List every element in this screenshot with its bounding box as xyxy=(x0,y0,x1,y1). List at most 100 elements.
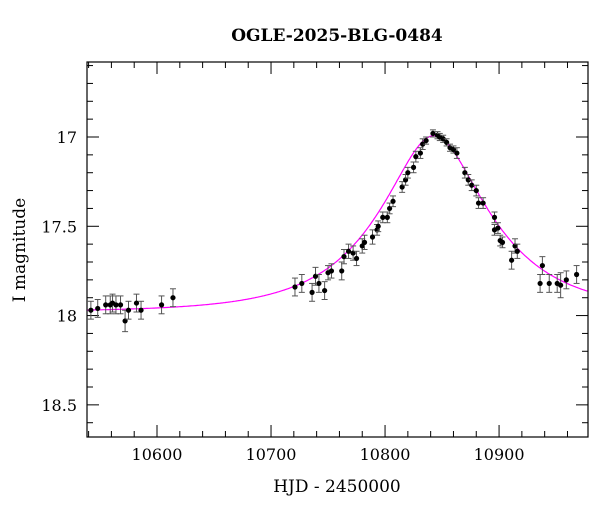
point-marker xyxy=(117,302,124,308)
point-marker xyxy=(375,223,381,229)
point-marker xyxy=(158,302,165,308)
point-marker xyxy=(361,239,368,245)
point-marker xyxy=(537,280,543,287)
y-tick-label: 18.5 xyxy=(41,396,77,415)
point-marker xyxy=(88,307,94,313)
point-marker xyxy=(573,271,580,278)
data-point xyxy=(499,236,506,249)
data-point xyxy=(369,229,376,245)
data-point xyxy=(508,250,515,270)
data-point xyxy=(158,295,165,315)
point-marker xyxy=(384,214,390,220)
point-marker xyxy=(465,177,471,183)
data-point xyxy=(133,293,140,313)
point-marker xyxy=(405,170,411,176)
data-point xyxy=(87,300,94,320)
data-point xyxy=(429,129,436,138)
data-point xyxy=(461,166,468,179)
x-tick-label: 10900 xyxy=(474,445,525,464)
point-marker xyxy=(380,214,386,220)
data-point xyxy=(361,234,368,250)
data-point xyxy=(494,222,501,234)
y-axis-label: I magnitude xyxy=(10,198,30,302)
point-marker xyxy=(138,307,144,313)
data-point xyxy=(573,265,580,284)
data-point xyxy=(440,134,447,143)
point-marker xyxy=(423,137,429,144)
point-marker xyxy=(95,305,101,312)
data-point xyxy=(353,250,360,267)
point-marker xyxy=(469,182,475,188)
data-point xyxy=(514,243,521,259)
point-marker xyxy=(292,284,298,290)
point-marker xyxy=(499,239,506,245)
data-point xyxy=(453,147,460,159)
point-marker xyxy=(473,187,479,194)
data-point xyxy=(412,150,419,163)
point-marker xyxy=(440,136,446,142)
point-marker xyxy=(563,277,569,283)
point-marker xyxy=(113,302,119,308)
point-marker xyxy=(339,268,345,274)
chart-title: OGLE-2025-BLG-0484 xyxy=(231,26,443,46)
point-marker xyxy=(430,130,436,137)
data-point xyxy=(328,263,335,279)
point-marker xyxy=(539,262,545,269)
point-marker xyxy=(417,150,423,156)
data-point xyxy=(315,274,322,293)
point-marker xyxy=(369,234,376,240)
data-point xyxy=(338,261,345,281)
data-point xyxy=(537,274,544,293)
plot-frame xyxy=(86,61,589,438)
y-tick-label: 17 xyxy=(57,128,77,147)
data-point xyxy=(94,299,101,318)
data-point xyxy=(321,281,328,300)
data-point xyxy=(473,184,480,197)
point-marker xyxy=(322,287,328,294)
point-marker xyxy=(353,255,360,262)
data-point xyxy=(450,145,457,154)
point-marker xyxy=(480,200,486,206)
point-marker xyxy=(546,280,552,287)
data-point xyxy=(291,277,298,297)
point-marker xyxy=(390,198,396,204)
data-point xyxy=(546,274,553,293)
data-point xyxy=(125,300,132,320)
point-marker xyxy=(495,225,501,231)
data-point xyxy=(410,161,417,174)
y-tick-label: 17.5 xyxy=(41,217,77,236)
data-point xyxy=(138,300,145,320)
data-point xyxy=(340,249,347,265)
data-point xyxy=(298,274,305,293)
point-marker xyxy=(558,282,564,288)
y-tick-label: 18 xyxy=(57,307,77,326)
point-marker xyxy=(475,200,482,206)
data-point xyxy=(169,288,176,308)
data-point xyxy=(404,166,411,179)
x-axis-label: HJD - 2450000 xyxy=(273,477,401,497)
point-marker xyxy=(345,248,352,254)
point-marker xyxy=(299,280,305,287)
point-marker xyxy=(328,268,335,274)
data-point xyxy=(539,256,546,275)
point-marker xyxy=(509,257,515,263)
point-marker xyxy=(454,150,460,156)
data-point xyxy=(491,211,498,224)
point-marker xyxy=(170,295,176,301)
point-marker xyxy=(413,154,419,160)
point-marker xyxy=(103,302,109,308)
point-marker xyxy=(316,280,322,287)
point-marker xyxy=(133,300,140,306)
data-point xyxy=(117,295,124,315)
x-tick-label: 10600 xyxy=(132,445,183,464)
point-marker xyxy=(309,289,315,295)
point-marker xyxy=(514,248,520,254)
model-curve xyxy=(87,135,588,311)
data-point xyxy=(375,220,382,233)
data-point xyxy=(563,270,570,290)
x-tick-label: 10700 xyxy=(246,445,297,464)
point-marker xyxy=(420,141,426,147)
data-point xyxy=(309,282,316,302)
x-tick-label: 10800 xyxy=(360,445,411,464)
